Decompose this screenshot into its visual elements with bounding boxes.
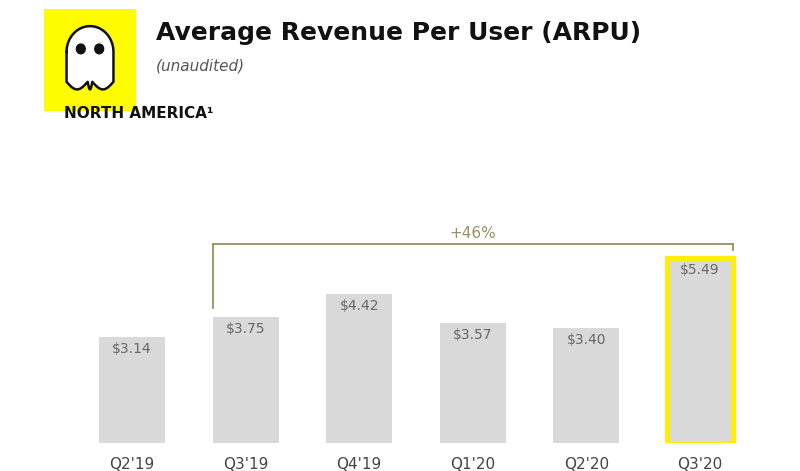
Text: (unaudited): (unaudited)	[156, 59, 245, 74]
Bar	[440, 323, 506, 443]
Text: $3.40: $3.40	[566, 333, 606, 348]
Circle shape	[94, 44, 104, 54]
Text: $4.42: $4.42	[339, 299, 379, 313]
Circle shape	[76, 44, 86, 54]
Bar	[667, 258, 733, 443]
Text: +46%: +46%	[450, 226, 496, 241]
Text: $3.57: $3.57	[453, 328, 493, 341]
Text: $3.75: $3.75	[226, 322, 266, 336]
Bar	[554, 328, 619, 443]
Text: $3.14: $3.14	[112, 342, 152, 356]
FancyBboxPatch shape	[37, 1, 143, 119]
Bar	[326, 294, 392, 443]
Bar	[99, 337, 165, 443]
Bar	[667, 258, 733, 443]
Text: Average Revenue Per User (ARPU): Average Revenue Per User (ARPU)	[156, 21, 641, 45]
Polygon shape	[66, 26, 114, 89]
Text: $5.49: $5.49	[680, 263, 720, 277]
Text: NORTH AMERICA¹: NORTH AMERICA¹	[64, 106, 214, 121]
Bar	[213, 317, 278, 443]
